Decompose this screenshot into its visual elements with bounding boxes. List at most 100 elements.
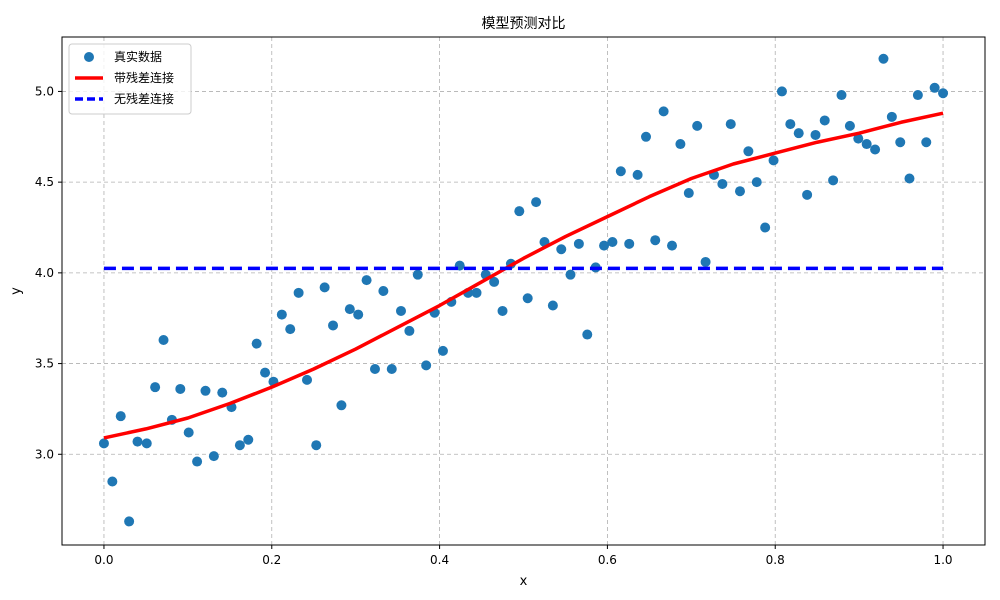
scatter-point xyxy=(895,137,906,148)
scatter-point xyxy=(175,383,186,394)
scatter-point xyxy=(311,440,322,451)
scatter-point xyxy=(692,120,703,131)
scatter-point xyxy=(98,438,109,449)
scatter-point xyxy=(556,244,567,255)
scatter-point xyxy=(844,120,855,131)
scatter-point xyxy=(547,300,558,311)
scatter-point xyxy=(819,115,830,126)
y-tick-label: 3.0 xyxy=(35,447,54,461)
scatter-point xyxy=(650,235,661,246)
x-tick-label: 1.0 xyxy=(933,553,952,567)
scatter-point xyxy=(861,139,872,150)
scatter-point xyxy=(573,238,584,249)
scatter-point xyxy=(828,175,839,186)
scatter-point xyxy=(243,434,254,445)
scatter-point xyxy=(208,451,219,462)
y-axis-title: y xyxy=(9,287,24,295)
scatter-point xyxy=(251,338,262,349)
scatter-point xyxy=(641,131,652,142)
scatter-point xyxy=(743,146,754,157)
scatter-point xyxy=(158,334,169,345)
scatter-point xyxy=(853,133,864,144)
legend: 真实数据 带残差连接 无残差连接 xyxy=(68,43,192,115)
plot-frame xyxy=(61,36,986,546)
scatter-point xyxy=(369,364,380,375)
scatter-point xyxy=(150,382,161,393)
scatter-point xyxy=(904,173,915,184)
x-axis-title: x xyxy=(520,574,528,589)
scatter-point xyxy=(675,139,686,150)
scatter-point xyxy=(336,400,347,411)
scatter-point xyxy=(725,119,736,130)
scatter-point xyxy=(565,269,576,280)
scatter-point xyxy=(912,90,923,101)
scatter-point xyxy=(734,186,745,197)
scatter-point xyxy=(344,304,355,315)
scatter-point xyxy=(471,287,482,298)
scatter-point xyxy=(514,206,525,217)
scatter-point xyxy=(276,309,287,320)
scatter-point xyxy=(437,345,448,356)
scatter-point xyxy=(183,427,194,438)
scatter-point xyxy=(921,137,932,148)
scatter-point xyxy=(632,169,643,180)
scatter-point xyxy=(497,305,508,316)
scatter-point xyxy=(421,360,432,371)
scatter-point xyxy=(353,309,364,320)
scatter-point xyxy=(395,305,406,316)
chart-title: 模型预测对比 xyxy=(482,16,566,32)
x-tick-label: 0.8 xyxy=(766,553,785,567)
scatter-point xyxy=(802,189,813,200)
legend-label-real-data: 真实数据 xyxy=(114,49,162,64)
x-tick-label: 0.0 xyxy=(94,553,113,567)
scatter-point xyxy=(302,374,313,385)
scatter-point xyxy=(522,293,533,304)
scatter-point xyxy=(667,240,678,251)
scatter-point xyxy=(217,387,228,398)
data-layer xyxy=(98,53,949,527)
scatter-point xyxy=(141,438,152,449)
scatter-point xyxy=(751,177,762,188)
scatter-point xyxy=(938,88,949,99)
y-tick-label: 4.5 xyxy=(35,175,54,189)
scatter-point xyxy=(132,436,143,447)
scatter-point xyxy=(658,106,669,117)
scatter-point xyxy=(624,238,635,249)
scatter-point xyxy=(260,367,271,378)
scatter-point xyxy=(378,286,389,296)
scatter-point xyxy=(776,86,787,97)
scatter-point xyxy=(192,456,203,467)
scatter-point xyxy=(717,178,728,189)
scatter-point xyxy=(768,155,779,166)
scatter-point xyxy=(599,240,610,251)
scatter-point xyxy=(234,440,245,451)
scatter-point xyxy=(412,269,423,280)
scatter-point xyxy=(404,325,415,336)
ticks-layer: 0.0 0.2 0.4 0.6 0.8 1.0 3.0 3.5 4.0 4.5 5.0 xyxy=(35,84,953,567)
scatter-point xyxy=(582,329,593,340)
x-tick-label: 0.6 xyxy=(598,553,617,567)
x-tick-label: 0.4 xyxy=(430,553,449,567)
scatter-point xyxy=(489,276,500,287)
legend-label-without-residual: 无残差连接 xyxy=(114,91,174,106)
scatter-point xyxy=(836,90,847,101)
scatter-point xyxy=(793,128,804,139)
grid-layer xyxy=(62,37,985,545)
residual-prediction-line xyxy=(103,111,944,440)
legend-box xyxy=(68,43,192,115)
legend-marker-scatter xyxy=(84,52,94,62)
scatter-point xyxy=(361,275,372,286)
scatter-point xyxy=(607,237,618,248)
x-tick-label: 0.2 xyxy=(262,553,281,567)
y-tick-label: 5.0 xyxy=(35,84,54,98)
scatter-point xyxy=(115,411,126,422)
scatter-point xyxy=(285,324,296,335)
scatter-point xyxy=(870,144,881,155)
scatter-point xyxy=(760,222,771,233)
scatter-point xyxy=(929,82,940,93)
scatter-point xyxy=(886,111,897,122)
scatter-point xyxy=(319,282,330,293)
scatter-point xyxy=(328,320,339,331)
